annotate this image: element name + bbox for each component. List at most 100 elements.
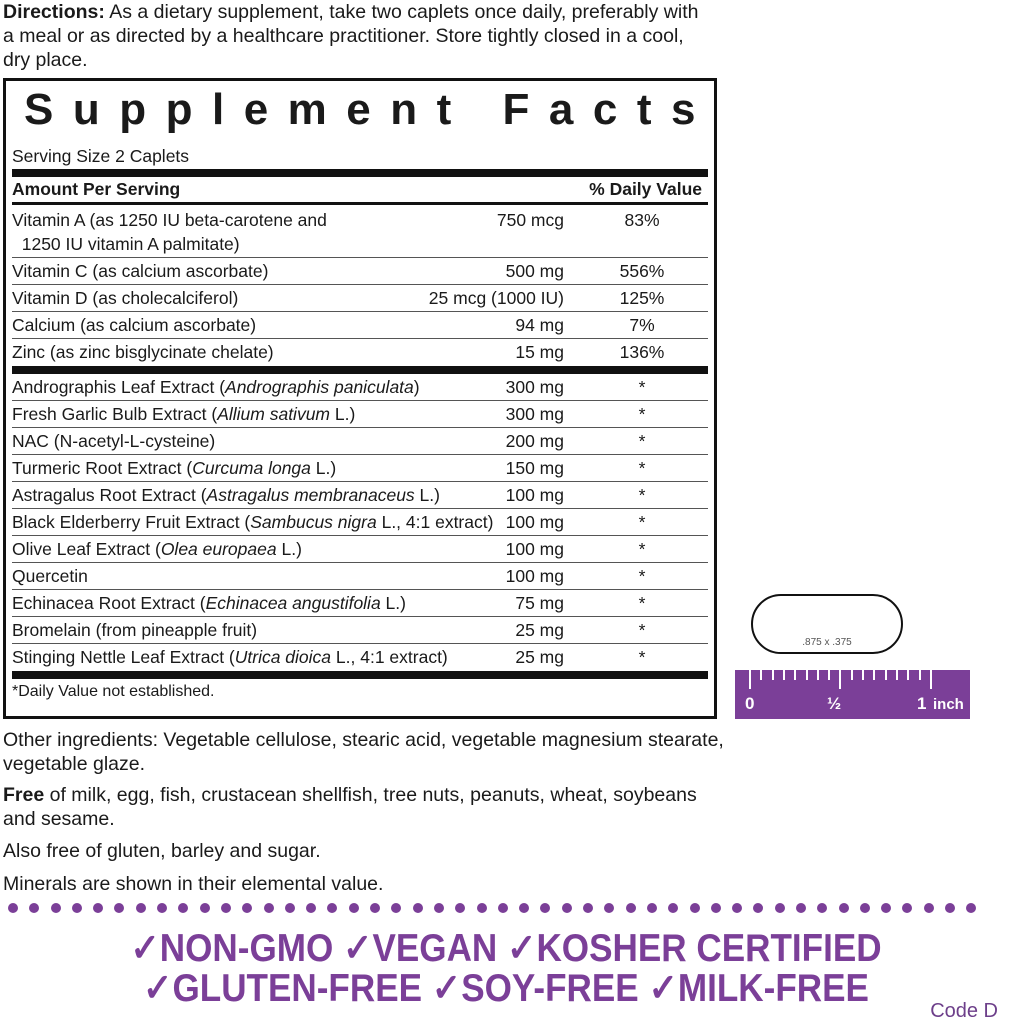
ruler-tick xyxy=(839,670,842,689)
nutrient-dv: 136% xyxy=(619,342,665,362)
ruler-tick xyxy=(749,670,751,689)
dot xyxy=(306,903,317,913)
dot xyxy=(327,903,338,913)
nutrient-name: Vitamin A (as 1250 IU beta-carotene and … xyxy=(12,210,327,254)
dot xyxy=(433,903,444,913)
ruler-tick xyxy=(816,670,819,680)
ingredient-name: Bromelain (from pineapple fruit) xyxy=(12,620,258,640)
ingredient-amount: 25 mg xyxy=(515,620,564,640)
ruler-unit: inch xyxy=(933,696,964,713)
supplement-facts-panel: Supplement Facts Serving Size 2 Caplets … xyxy=(3,78,717,719)
header-amount: Amount Per Serving xyxy=(12,179,181,199)
nutrient-amount: 94 mg xyxy=(515,315,564,335)
dot xyxy=(93,903,104,913)
dot xyxy=(710,903,721,913)
ruler-one: 1 xyxy=(917,694,927,713)
ingredient-row: Bromelain (from pineapple fruit) 25 mg * xyxy=(12,617,708,644)
ingredient-amount: 300 mg xyxy=(505,404,564,424)
nutrient-dv: 125% xyxy=(619,288,665,308)
ingredient-row: Stinging Nettle Leaf Extract (Utrica dio… xyxy=(12,644,708,671)
ingredient-amount: 150 mg xyxy=(505,458,564,478)
dot xyxy=(157,903,168,913)
dot xyxy=(945,903,956,913)
dot xyxy=(284,903,295,913)
nutrient-name: Calcium (as calcium ascorbate) xyxy=(12,315,257,335)
dot xyxy=(114,903,125,913)
ingredient-dv: * xyxy=(638,512,646,532)
dot xyxy=(646,903,657,913)
ruler-half: ½ xyxy=(827,694,842,713)
ingredient-row: Andrographis Leaf Extract (Andrographis … xyxy=(12,374,708,401)
free-label: Free xyxy=(3,784,45,806)
ingredient-name: Turmeric Root Extract (Curcuma longa L.) xyxy=(12,458,337,478)
dot xyxy=(50,903,61,913)
dot xyxy=(817,903,828,913)
ruler-tick xyxy=(805,670,808,680)
ingredient-name: Stinging Nettle Leaf Extract (Utrica dio… xyxy=(12,647,448,667)
ruler-tick xyxy=(929,670,932,689)
dot xyxy=(71,903,82,913)
dot xyxy=(8,903,18,913)
directions: Directions: As a dietary supplement, tak… xyxy=(3,0,713,72)
ingredient-row: Echinacea Root Extract (Echinacea angust… xyxy=(12,590,708,617)
ingredient-row: Astragalus Root Extract (Astragalus memb… xyxy=(12,482,708,509)
ruler-tick xyxy=(760,670,763,680)
ingredient-name: Quercetin xyxy=(12,566,88,586)
ingredient-dv: * xyxy=(638,647,646,667)
dot xyxy=(199,903,210,913)
minerals-note: Minerals are shown in their elemental va… xyxy=(3,873,384,895)
dot xyxy=(689,903,700,913)
dot xyxy=(583,903,594,913)
dot xyxy=(923,903,934,913)
ingredient-amount: 75 mg xyxy=(515,593,564,613)
ruler-tick xyxy=(771,670,774,680)
allergen-free: Free of milk, egg, fish, crustacean shel… xyxy=(3,783,733,831)
ruler-tick xyxy=(782,670,785,680)
dot xyxy=(902,903,913,913)
dot xyxy=(838,903,849,913)
ingredient-name: Black Elderberry Fruit Extract (Sambucus… xyxy=(12,512,494,532)
nutrient-name: Vitamin D (as cholecalciferol) xyxy=(12,288,239,308)
ingredient-name: NAC (N-acetyl-L-cysteine) xyxy=(12,431,216,451)
dot xyxy=(370,903,381,913)
claims-line-1: ✓NON-GMO ✓VEGAN ✓KOSHER CERTIFIED xyxy=(130,927,882,970)
nutrient-row: Zinc (as zinc bisglycinate chelate) 15 mg… xyxy=(12,339,708,366)
ingredient-row: Olive Leaf Extract (Olea europaea L.) 100… xyxy=(12,536,708,563)
ingredient-name: Andrographis Leaf Extract (Andrographis … xyxy=(12,377,420,397)
directions-text: As a dietary supplement, take two caplet… xyxy=(3,1,699,71)
divider-thick xyxy=(12,366,708,374)
ingredient-amount: 100 mg xyxy=(505,485,564,505)
ruler-zero: 0 xyxy=(745,694,755,713)
ingredient-row: NAC (N-acetyl-L-cysteine) 200 mg * xyxy=(12,428,708,455)
serving-size: Serving Size 2 Caplets xyxy=(12,146,190,166)
ingredient-name: Astragalus Root Extract (Astragalus memb… xyxy=(12,485,440,505)
dot xyxy=(966,903,977,913)
ruler-tick xyxy=(873,670,876,680)
nutrient-dv: 556% xyxy=(619,261,665,281)
ingredient-dv: * xyxy=(638,404,646,424)
ingredient-amount: 100 mg xyxy=(505,566,564,586)
dot xyxy=(220,903,231,913)
directions-label: Directions: xyxy=(3,1,105,23)
claims-line-2: ✓GLUTEN-FREE ✓SOY-FREE ✓MILK-FREE xyxy=(143,967,869,1010)
panel-title: Supplement Facts xyxy=(24,85,715,134)
nutrient-amount: 25 mcg (1000 IU) xyxy=(428,288,564,308)
dot xyxy=(540,903,551,913)
nutrient-amount: 500 mg xyxy=(505,261,564,281)
ingredient-amount: 100 mg xyxy=(505,512,564,532)
divider-thick xyxy=(12,671,708,679)
dot xyxy=(497,903,508,913)
ingredient-dv: * xyxy=(638,485,646,505)
dot xyxy=(519,903,530,913)
dot xyxy=(242,903,253,913)
ingredient-name: Fresh Garlic Bulb Extract (Allium sativu… xyxy=(12,404,356,424)
nutrient-row: Vitamin D (as cholecalciferol) 25 mcg (10… xyxy=(12,285,708,312)
ruler: 0 ½ 1 inch xyxy=(735,670,970,719)
free-text: of milk, egg, fish, crustacean shellfish… xyxy=(3,784,697,830)
ruler-tick xyxy=(918,670,921,680)
ingredient-row: Turmeric Root Extract (Curcuma longa L.)… xyxy=(12,455,708,482)
nutrient-row: Vitamin A (as 1250 IU beta-carotene and … xyxy=(12,205,708,258)
dot xyxy=(561,903,572,913)
dot xyxy=(753,903,764,913)
ruler-tick xyxy=(862,670,864,680)
